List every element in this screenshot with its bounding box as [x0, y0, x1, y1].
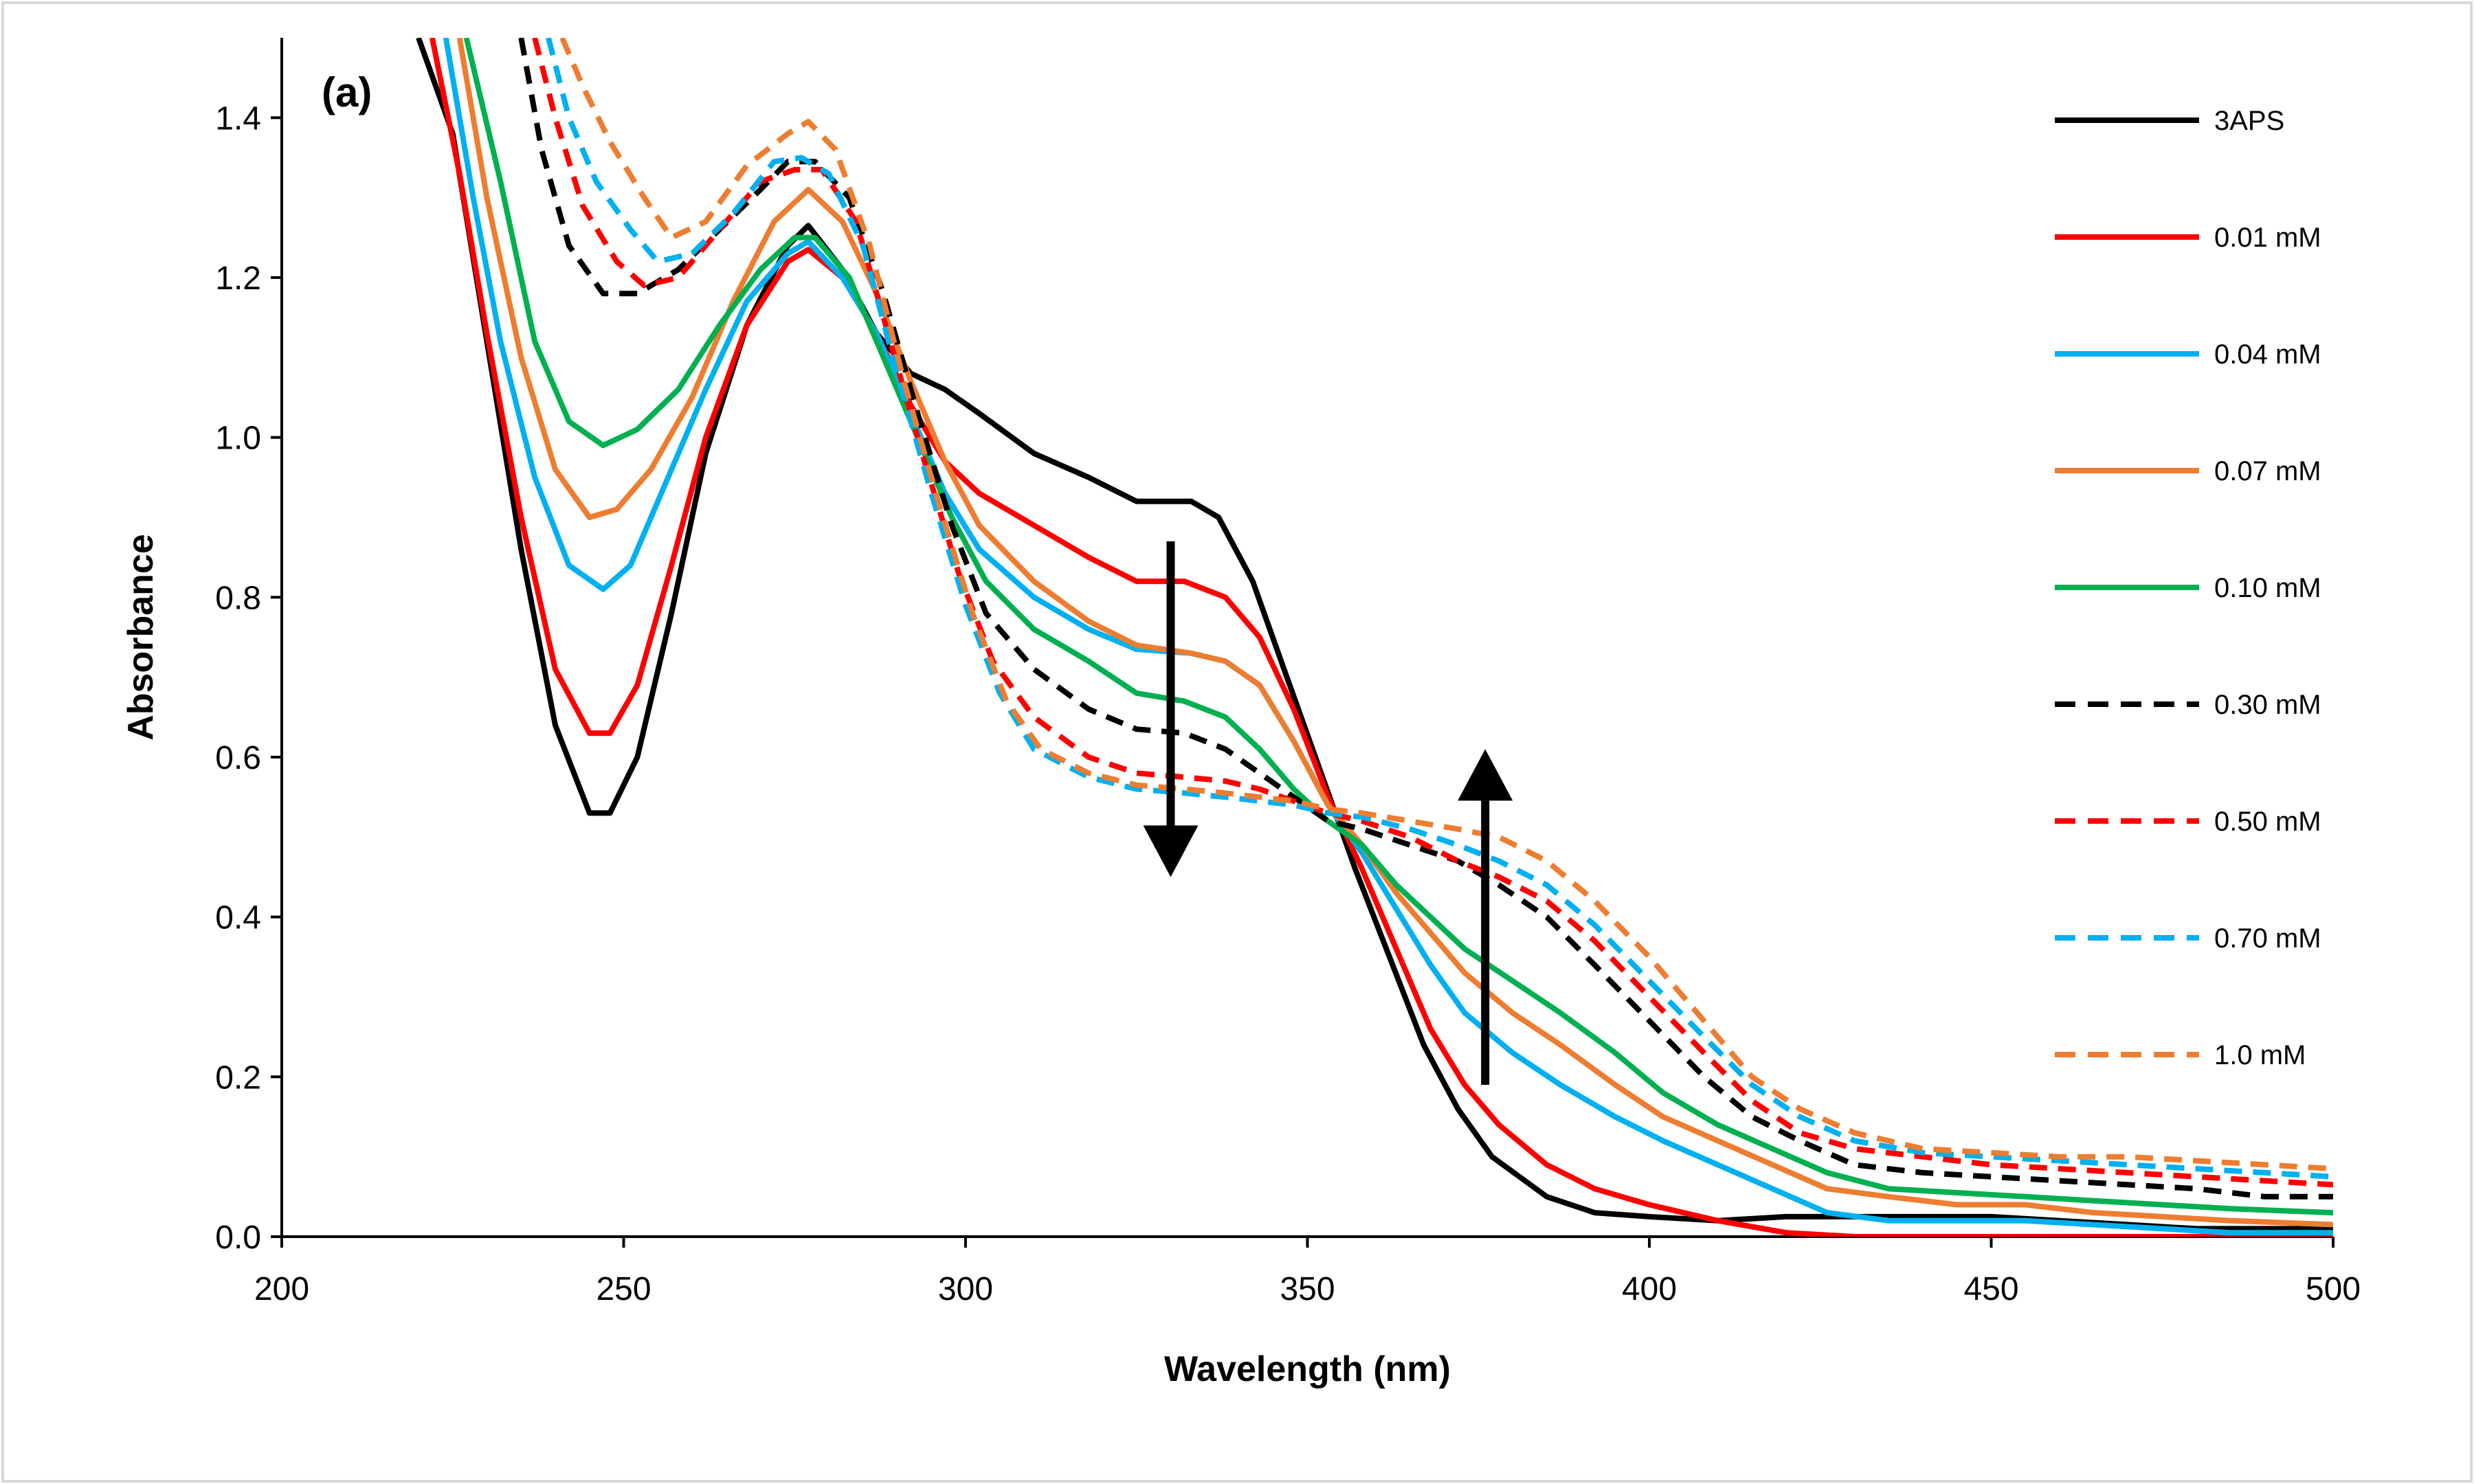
series-line-8	[546, 38, 2333, 1180]
legend-label-9: 1.0 mM	[2214, 1040, 2306, 1070]
legend-label-5: 0.10 mM	[2214, 573, 2321, 603]
y-tick-label: 0.4	[215, 900, 261, 936]
series-line-7	[532, 38, 2333, 1188]
arrow-down-head	[1143, 825, 1199, 877]
x-tick-label: 200	[254, 1271, 309, 1307]
y-tick-label: 1.4	[215, 100, 261, 137]
y-tick-label: 0.2	[215, 1059, 261, 1096]
y-tick-label: 1.2	[215, 260, 261, 297]
legend-label-1: 3APS	[2214, 106, 2284, 136]
legend-label-8: 0.70 mM	[2214, 923, 2321, 954]
x-tick-label: 500	[2306, 1271, 2361, 1307]
series-line-5	[463, 38, 2333, 1216]
panel-label: (a)	[322, 69, 372, 115]
x-tick-label: 450	[1963, 1271, 2018, 1307]
series-line-9	[559, 38, 2333, 1172]
y-tick-label: 1.0	[215, 420, 261, 457]
legend-label-6: 0.30 mM	[2214, 690, 2321, 720]
y-tick-label: 0.6	[215, 740, 261, 776]
legend-label-4: 0.07 mM	[2214, 456, 2321, 486]
x-tick-label: 400	[1622, 1271, 1677, 1307]
series-line-2	[429, 38, 2333, 1237]
y-tick-label: 0.0	[215, 1219, 261, 1256]
series-line-4	[456, 38, 2333, 1228]
series-line-6	[518, 38, 2333, 1200]
x-tick-label: 350	[1280, 1271, 1335, 1307]
legend-label-2: 0.01 mM	[2214, 223, 2321, 253]
legend-label-7: 0.50 mM	[2214, 807, 2321, 837]
y-tick-label: 0.8	[215, 580, 261, 616]
y-axis-title: Absorbance	[121, 534, 161, 741]
x-tick-label: 300	[938, 1271, 993, 1307]
x-tick-label: 250	[596, 1271, 651, 1307]
x-axis-title: Wavelength (nm)	[1164, 1349, 1451, 1389]
arrow-up-head	[1458, 749, 1513, 801]
legend-label-3: 0.04 mM	[2214, 339, 2321, 370]
